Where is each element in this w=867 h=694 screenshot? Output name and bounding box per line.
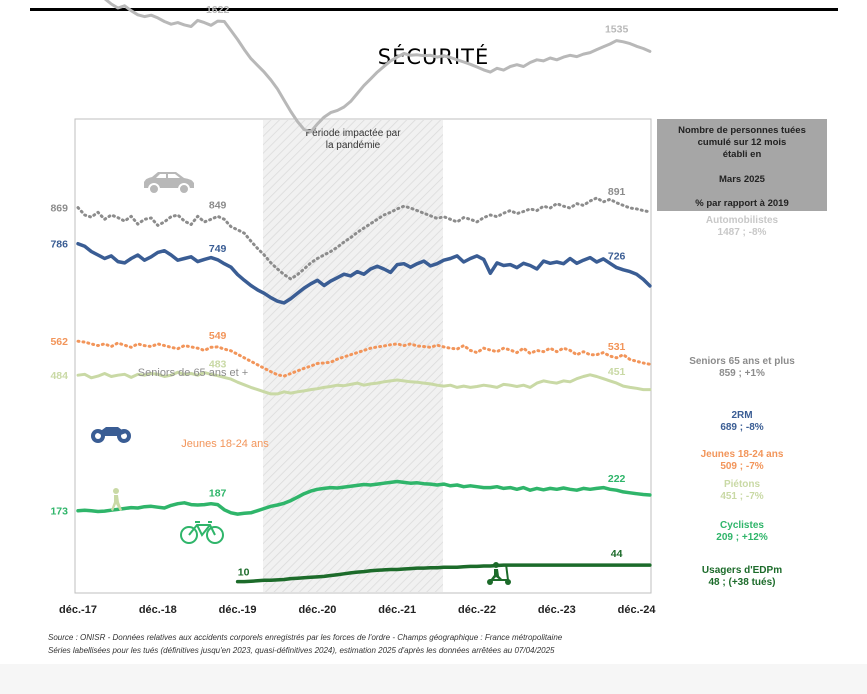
inline-series-label: Jeunes 18-24 ans bbox=[181, 438, 269, 450]
car-icon bbox=[144, 172, 194, 195]
motorcycle-icon bbox=[91, 427, 131, 443]
end-value-label: 891 bbox=[608, 186, 626, 198]
end-value-label: 222 bbox=[608, 473, 626, 485]
legend-series-name: Usagers d'EDPm bbox=[702, 565, 782, 576]
start-value-label: 10 bbox=[238, 567, 250, 579]
series-line-5 bbox=[76, 479, 652, 516]
x-tick-label: déc.-17 bbox=[59, 604, 97, 616]
legend-header-line3: établi en bbox=[723, 149, 762, 160]
legend-series-summary: 509 ; -7% bbox=[720, 461, 763, 472]
legend-series-name: Seniors 65 ans et plus bbox=[689, 356, 795, 367]
peak-value-label: 483 bbox=[209, 359, 227, 371]
series-line-0 bbox=[103, 0, 652, 134]
peak-value-label: 849 bbox=[209, 199, 227, 211]
start-value-label: 562 bbox=[50, 336, 68, 348]
x-tick-label: déc.-22 bbox=[458, 604, 496, 616]
start-value-label: 484 bbox=[50, 370, 68, 382]
legend-header-line1: Nombre de personnes tuées bbox=[678, 125, 806, 136]
series-line-2 bbox=[76, 241, 652, 305]
peak-value-label: 187 bbox=[209, 488, 227, 500]
legend-series-name: Automobilistes bbox=[706, 215, 779, 226]
x-tick-label: déc.-24 bbox=[618, 604, 657, 616]
legend-header-line4: Mars 2025 bbox=[719, 174, 766, 185]
pedestrian-icon bbox=[111, 488, 122, 511]
legend-series-summary: 1487 ; -8% bbox=[718, 227, 767, 238]
x-tick-label: déc.-19 bbox=[219, 604, 257, 616]
legend-header-box bbox=[657, 119, 827, 211]
pandemic-shaded-area bbox=[263, 120, 443, 592]
start-value-label: 173 bbox=[50, 506, 68, 518]
x-tick-label: déc.-18 bbox=[139, 604, 177, 616]
pandemic-label-line1: Période impactée par bbox=[305, 128, 401, 139]
legend-series-summary: 859 ; +1% bbox=[719, 368, 765, 379]
end-value-label: 1535 bbox=[605, 24, 629, 36]
x-tick-label: déc.-20 bbox=[298, 604, 336, 616]
end-value-label: 726 bbox=[608, 251, 626, 263]
end-value-label: 44 bbox=[611, 548, 623, 560]
end-value-label: 451 bbox=[608, 366, 626, 378]
pandemic-label-line2: la pandémie bbox=[326, 140, 381, 151]
x-tick-label: déc.-23 bbox=[538, 604, 576, 616]
bicycle-icon bbox=[180, 521, 224, 544]
legend-series-summary: 451 ; -7% bbox=[720, 491, 763, 502]
bottom-band bbox=[0, 664, 867, 694]
legend-header-line5: % par rapport à 2019 bbox=[695, 198, 788, 209]
legend-series-summary: 209 ; +12% bbox=[716, 532, 768, 543]
legend-series-name: Piétons bbox=[724, 479, 761, 490]
scooter-icon bbox=[487, 562, 511, 585]
plot-frame bbox=[74, 118, 652, 594]
inline-series-label: Seniors de 65 ans et + bbox=[138, 367, 248, 379]
peak-value-label: 1622 bbox=[206, 4, 230, 16]
series-line-1 bbox=[76, 196, 652, 281]
legend-series-summary: 689 ; -8% bbox=[720, 422, 763, 433]
legend-header-line2: cumulé sur 12 mois bbox=[698, 137, 787, 148]
series-line-4 bbox=[76, 370, 652, 396]
legend-series-name: 2RM bbox=[731, 410, 752, 421]
source-line1: Source : ONISR - Données relatives aux a… bbox=[48, 633, 563, 642]
start-value-label: 869 bbox=[50, 203, 68, 215]
top-rule bbox=[30, 8, 838, 11]
series-line-3 bbox=[76, 339, 652, 378]
peak-value-label: 749 bbox=[209, 243, 227, 255]
legend-series-name: Cyclistes bbox=[720, 520, 764, 531]
x-tick-label: déc.-21 bbox=[378, 604, 416, 616]
end-value-label: 531 bbox=[608, 341, 626, 353]
legend-series-name: Jeunes 18-24 ans bbox=[701, 449, 784, 460]
start-value-label: 786 bbox=[50, 239, 68, 251]
source-line2: Séries labellisées pour les tués (défini… bbox=[48, 646, 555, 655]
series-line-6 bbox=[235, 563, 652, 584]
peak-value-label: 549 bbox=[209, 330, 227, 342]
legend-series-summary: 48 ; (+38 tués) bbox=[709, 577, 776, 588]
